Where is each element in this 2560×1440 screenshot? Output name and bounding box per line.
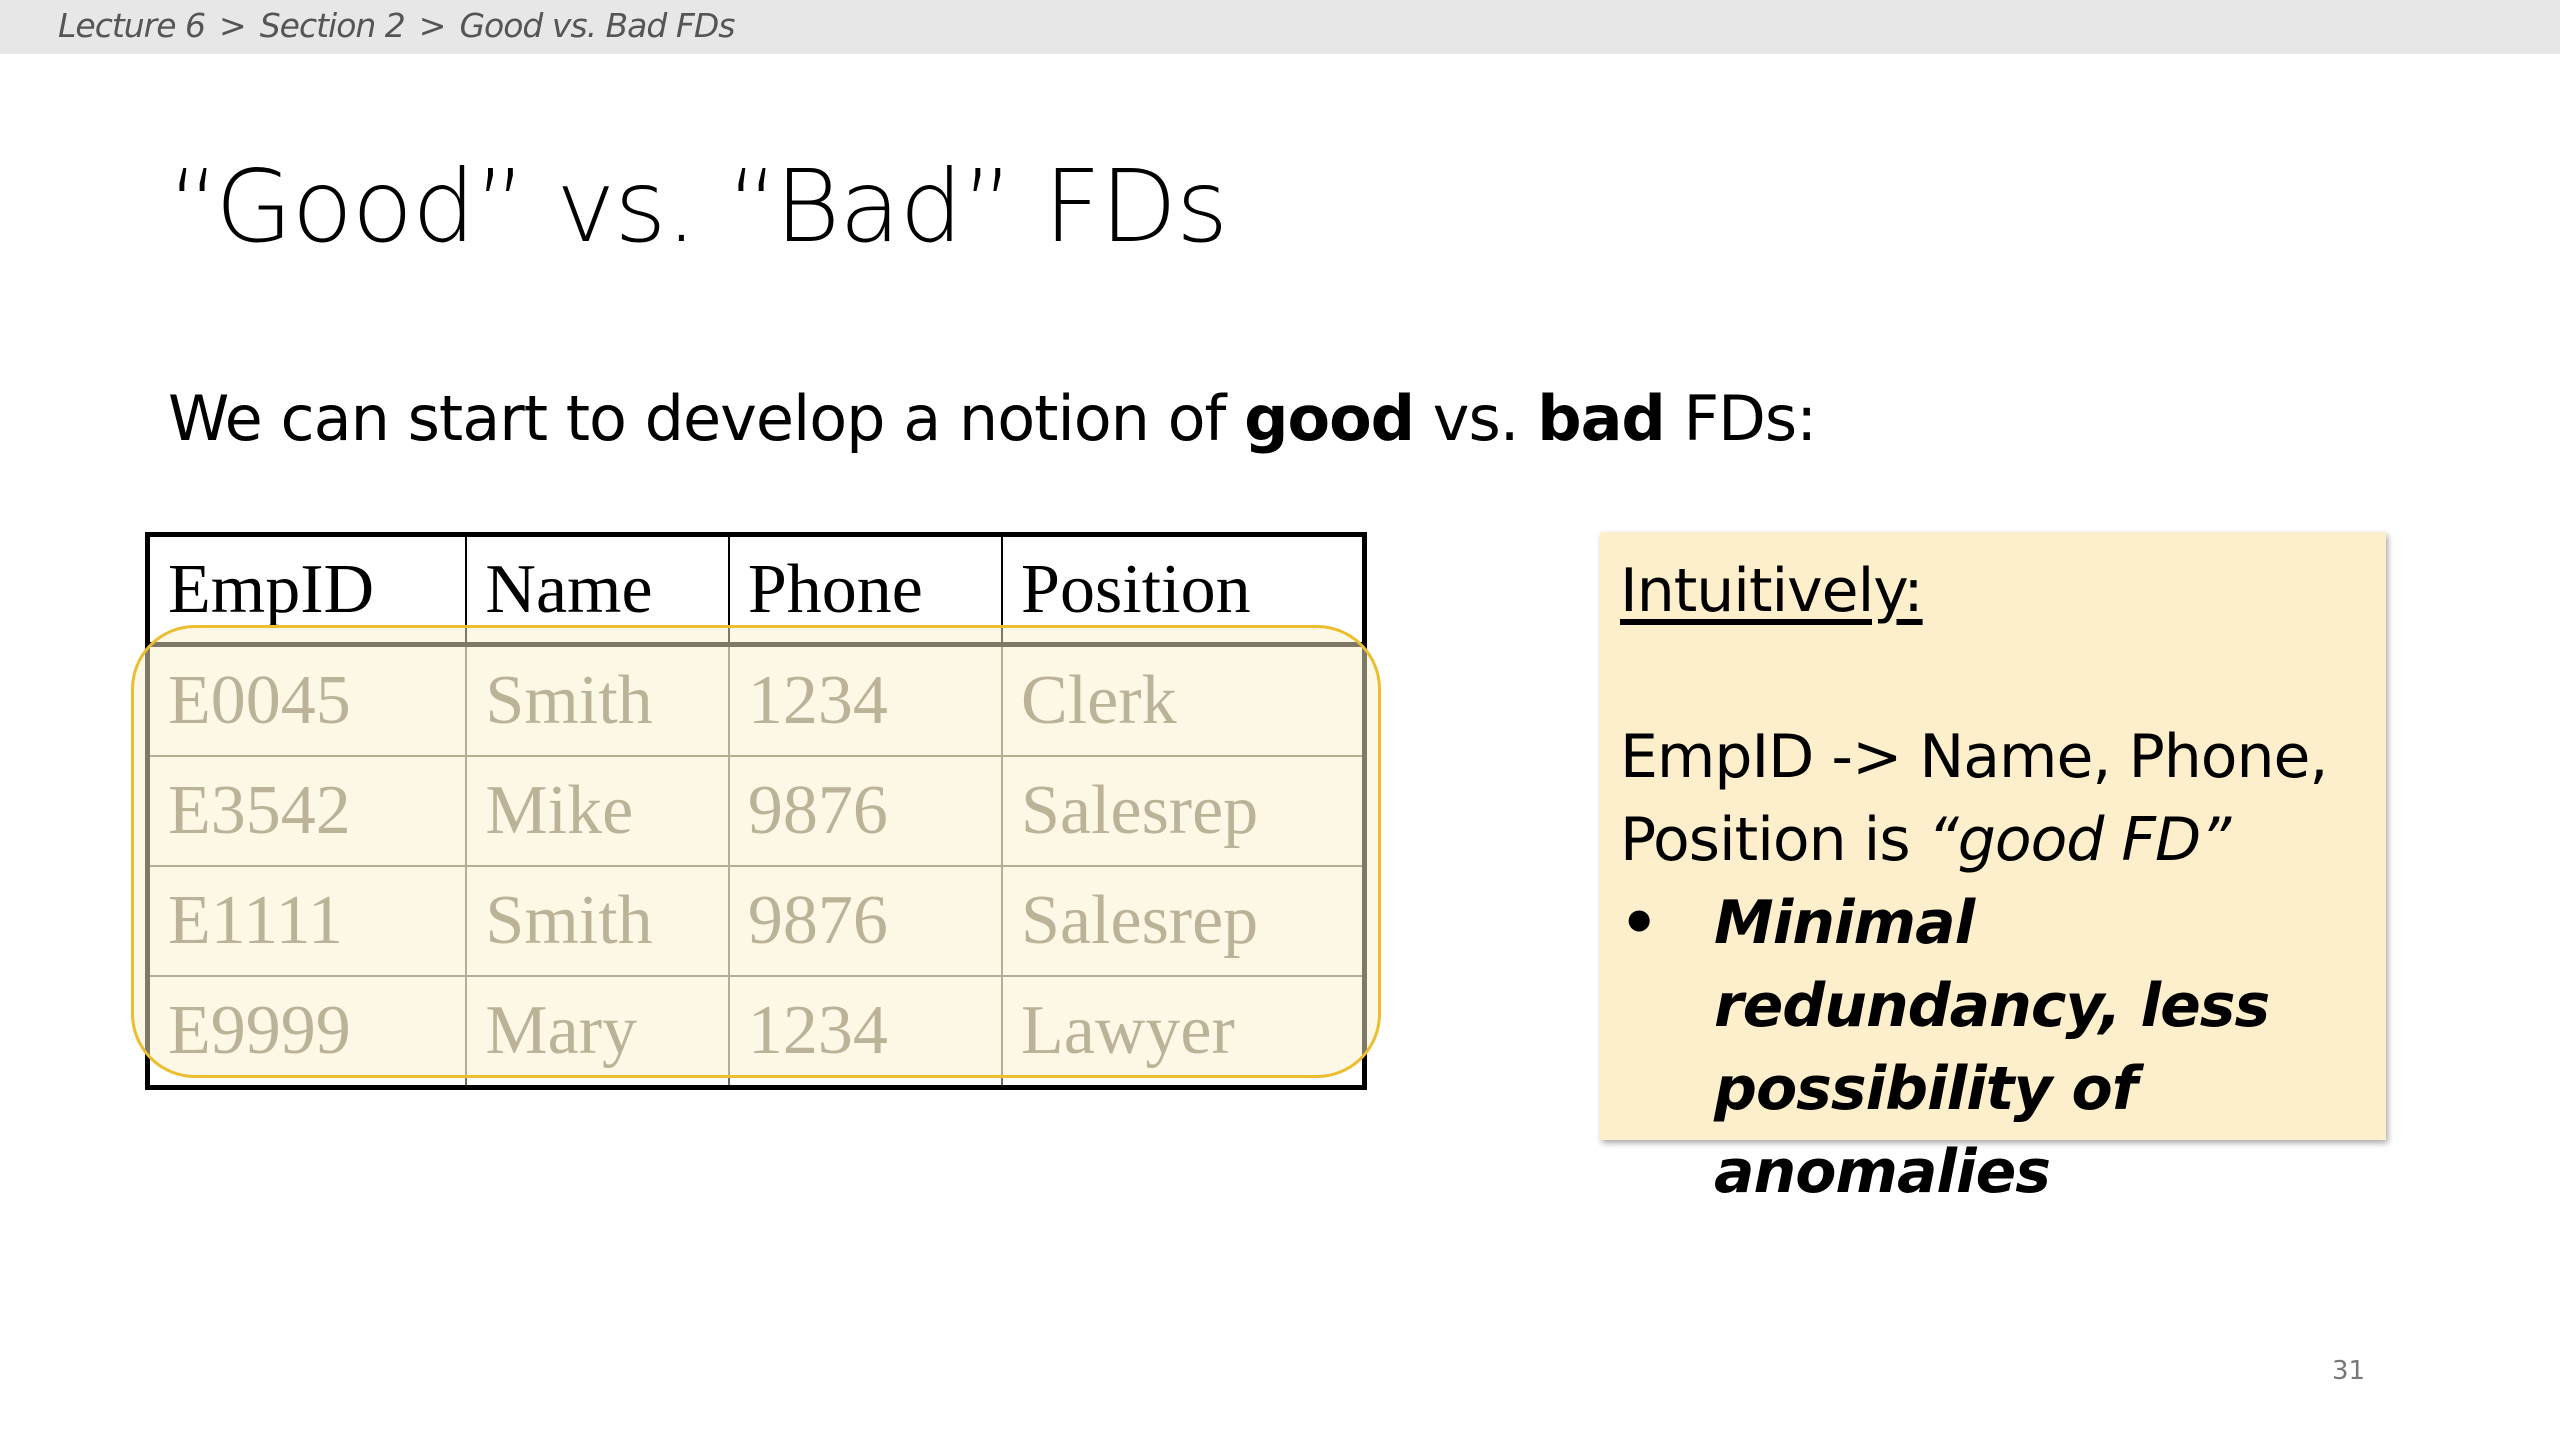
breadcrumb: Lecture 6 > Section 2 > Good vs. Bad FDs xyxy=(58,6,735,45)
breadcrumb-separator: > xyxy=(418,6,447,45)
note-spacer xyxy=(1620,633,2366,716)
cell: E1111 xyxy=(146,865,468,977)
note-line-2-plain: Position is xyxy=(1620,805,1928,875)
cell: E3542 xyxy=(146,755,468,867)
cell: Clerk xyxy=(1001,643,1366,757)
intro-middle: vs. xyxy=(1414,382,1538,455)
breadcrumb-item: Good vs. Bad FDs xyxy=(459,6,735,45)
slide-title: “Good” vs. “Bad” FDs xyxy=(168,148,1228,265)
note-bullet-text: Minimal redundancy, less possibility of … xyxy=(1714,888,2270,1207)
table-header-row: EmpID Name Phone Position xyxy=(146,533,1366,647)
table-row: E1111 Smith 9876 Salesrep xyxy=(146,865,1366,977)
header-position: Position xyxy=(1001,533,1366,647)
breadcrumb-item: Section 2 xyxy=(259,6,406,45)
table-row: E3542 Mike 9876 Salesrep xyxy=(146,755,1366,867)
note-heading: Intuitively: xyxy=(1620,556,1924,626)
cell: 1234 xyxy=(727,975,1004,1089)
note-bullet-item: • Minimal redundancy, less possibility of… xyxy=(1620,882,2366,1214)
cell: Salesrep xyxy=(1001,755,1366,867)
header-name: Name xyxy=(465,533,730,647)
intro-after: FDs: xyxy=(1664,382,1818,455)
intuition-note-box: Intuitively: EmpID -> Name, Phone, Posit… xyxy=(1600,532,2386,1207)
cell: E0045 xyxy=(146,643,468,757)
note-bullets: • Minimal redundancy, less possibility of… xyxy=(1620,882,2366,1214)
note-line-2: Position is “good FD” xyxy=(1620,799,2366,882)
cell: E9999 xyxy=(146,975,468,1089)
cell: Salesrep xyxy=(1001,865,1366,977)
cell: 9876 xyxy=(727,865,1004,977)
cell: Smith xyxy=(465,865,730,977)
breadcrumb-item: Lecture 6 xyxy=(58,6,206,45)
cell: 1234 xyxy=(727,643,1004,757)
cell: Mary xyxy=(465,975,730,1089)
cell: 9876 xyxy=(727,755,1004,867)
note-line-1: EmpID -> Name, Phone, xyxy=(1620,722,2329,792)
cell: Lawyer xyxy=(1001,975,1366,1089)
employee-table: EmpID Name Phone Position E0045 Smith 1234… xyxy=(145,532,1367,1090)
header-empid: EmpID xyxy=(146,533,468,647)
intro-before: We can start to develop a notion of xyxy=(168,382,1245,455)
page-number: 31 xyxy=(2332,1356,2366,1386)
note-line-2-italic: “good FD” xyxy=(1927,805,2232,875)
table-row: E0045 Smith 1234 Clerk xyxy=(146,643,1366,757)
header-phone: Phone xyxy=(727,533,1004,647)
breadcrumb-separator: > xyxy=(219,6,247,45)
cell: Mike xyxy=(465,755,730,867)
intro-good: good xyxy=(1244,382,1415,455)
bullet-icon: • xyxy=(1620,888,1658,958)
intro-text: We can start to develop a notion of good… xyxy=(168,382,1818,455)
cell: Smith xyxy=(465,643,730,757)
table-row: E9999 Mary 1234 Lawyer xyxy=(146,975,1366,1089)
intro-bad: bad xyxy=(1537,382,1666,455)
breadcrumb-bar: Lecture 6 > Section 2 > Good vs. Bad FDs xyxy=(0,0,2560,54)
